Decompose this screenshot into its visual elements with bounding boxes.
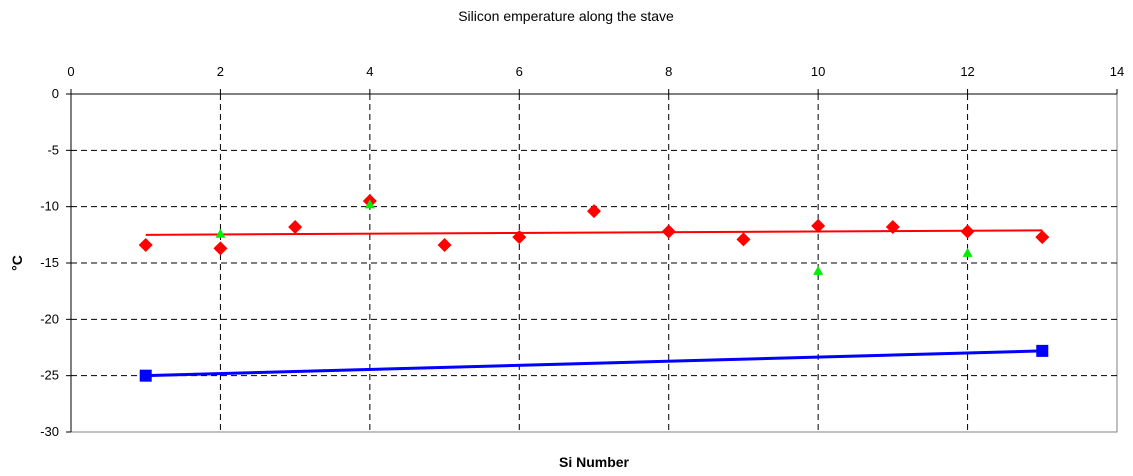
x-tick-label: 12 — [960, 64, 974, 79]
data-point-diamond — [1035, 230, 1050, 245]
data-point-diamond — [960, 224, 975, 239]
x-tick-label: 8 — [665, 64, 672, 79]
data-point-square — [1036, 344, 1049, 357]
tick-labels: 0 2 4 6 8 10 12 14 0 -5 -10 -15 -20 -25 -30 — [40, 64, 1124, 439]
x-tick-label: 4 — [366, 64, 373, 79]
y-tick-label: -15 — [40, 255, 59, 270]
x-tick-label: 14 — [1110, 64, 1124, 79]
y-axis-label: °C — [9, 255, 25, 271]
grid — [71, 94, 1117, 432]
data-point-triangle — [364, 199, 375, 209]
data-point-triangle — [215, 228, 226, 238]
series — [138, 194, 1050, 382]
data-point-diamond — [213, 241, 228, 256]
x-axis-label: Si Number — [559, 454, 630, 470]
x-tick-label: 0 — [67, 64, 74, 79]
chart-title: Silicon emperature along the stave — [458, 8, 674, 24]
data-point-diamond — [288, 219, 303, 234]
y-tick-label: 0 — [52, 86, 59, 101]
data-point-diamond — [661, 224, 676, 239]
axes — [66, 89, 1118, 433]
data-point-square — [139, 369, 152, 382]
data-point-triangle — [813, 265, 824, 275]
x-tick-label: 6 — [516, 64, 523, 79]
data-point-diamond — [885, 219, 900, 234]
data-point-diamond — [811, 218, 826, 233]
data-point-diamond — [138, 237, 153, 252]
data-point-diamond — [587, 204, 601, 219]
y-tick-label: -5 — [47, 142, 59, 157]
trendline — [145, 349, 1043, 378]
y-tick-label: -10 — [40, 199, 59, 214]
data-point-diamond — [437, 237, 452, 252]
x-tick-label: 10 — [811, 64, 825, 79]
data-point-triangle — [962, 247, 973, 257]
y-tick-label: -20 — [40, 311, 59, 326]
data-point-diamond — [736, 232, 751, 247]
y-tick-label: -25 — [40, 368, 59, 383]
y-tick-label: -30 — [40, 424, 59, 439]
data-point-diamond — [512, 230, 527, 245]
x-tick-label: 2 — [217, 64, 224, 79]
